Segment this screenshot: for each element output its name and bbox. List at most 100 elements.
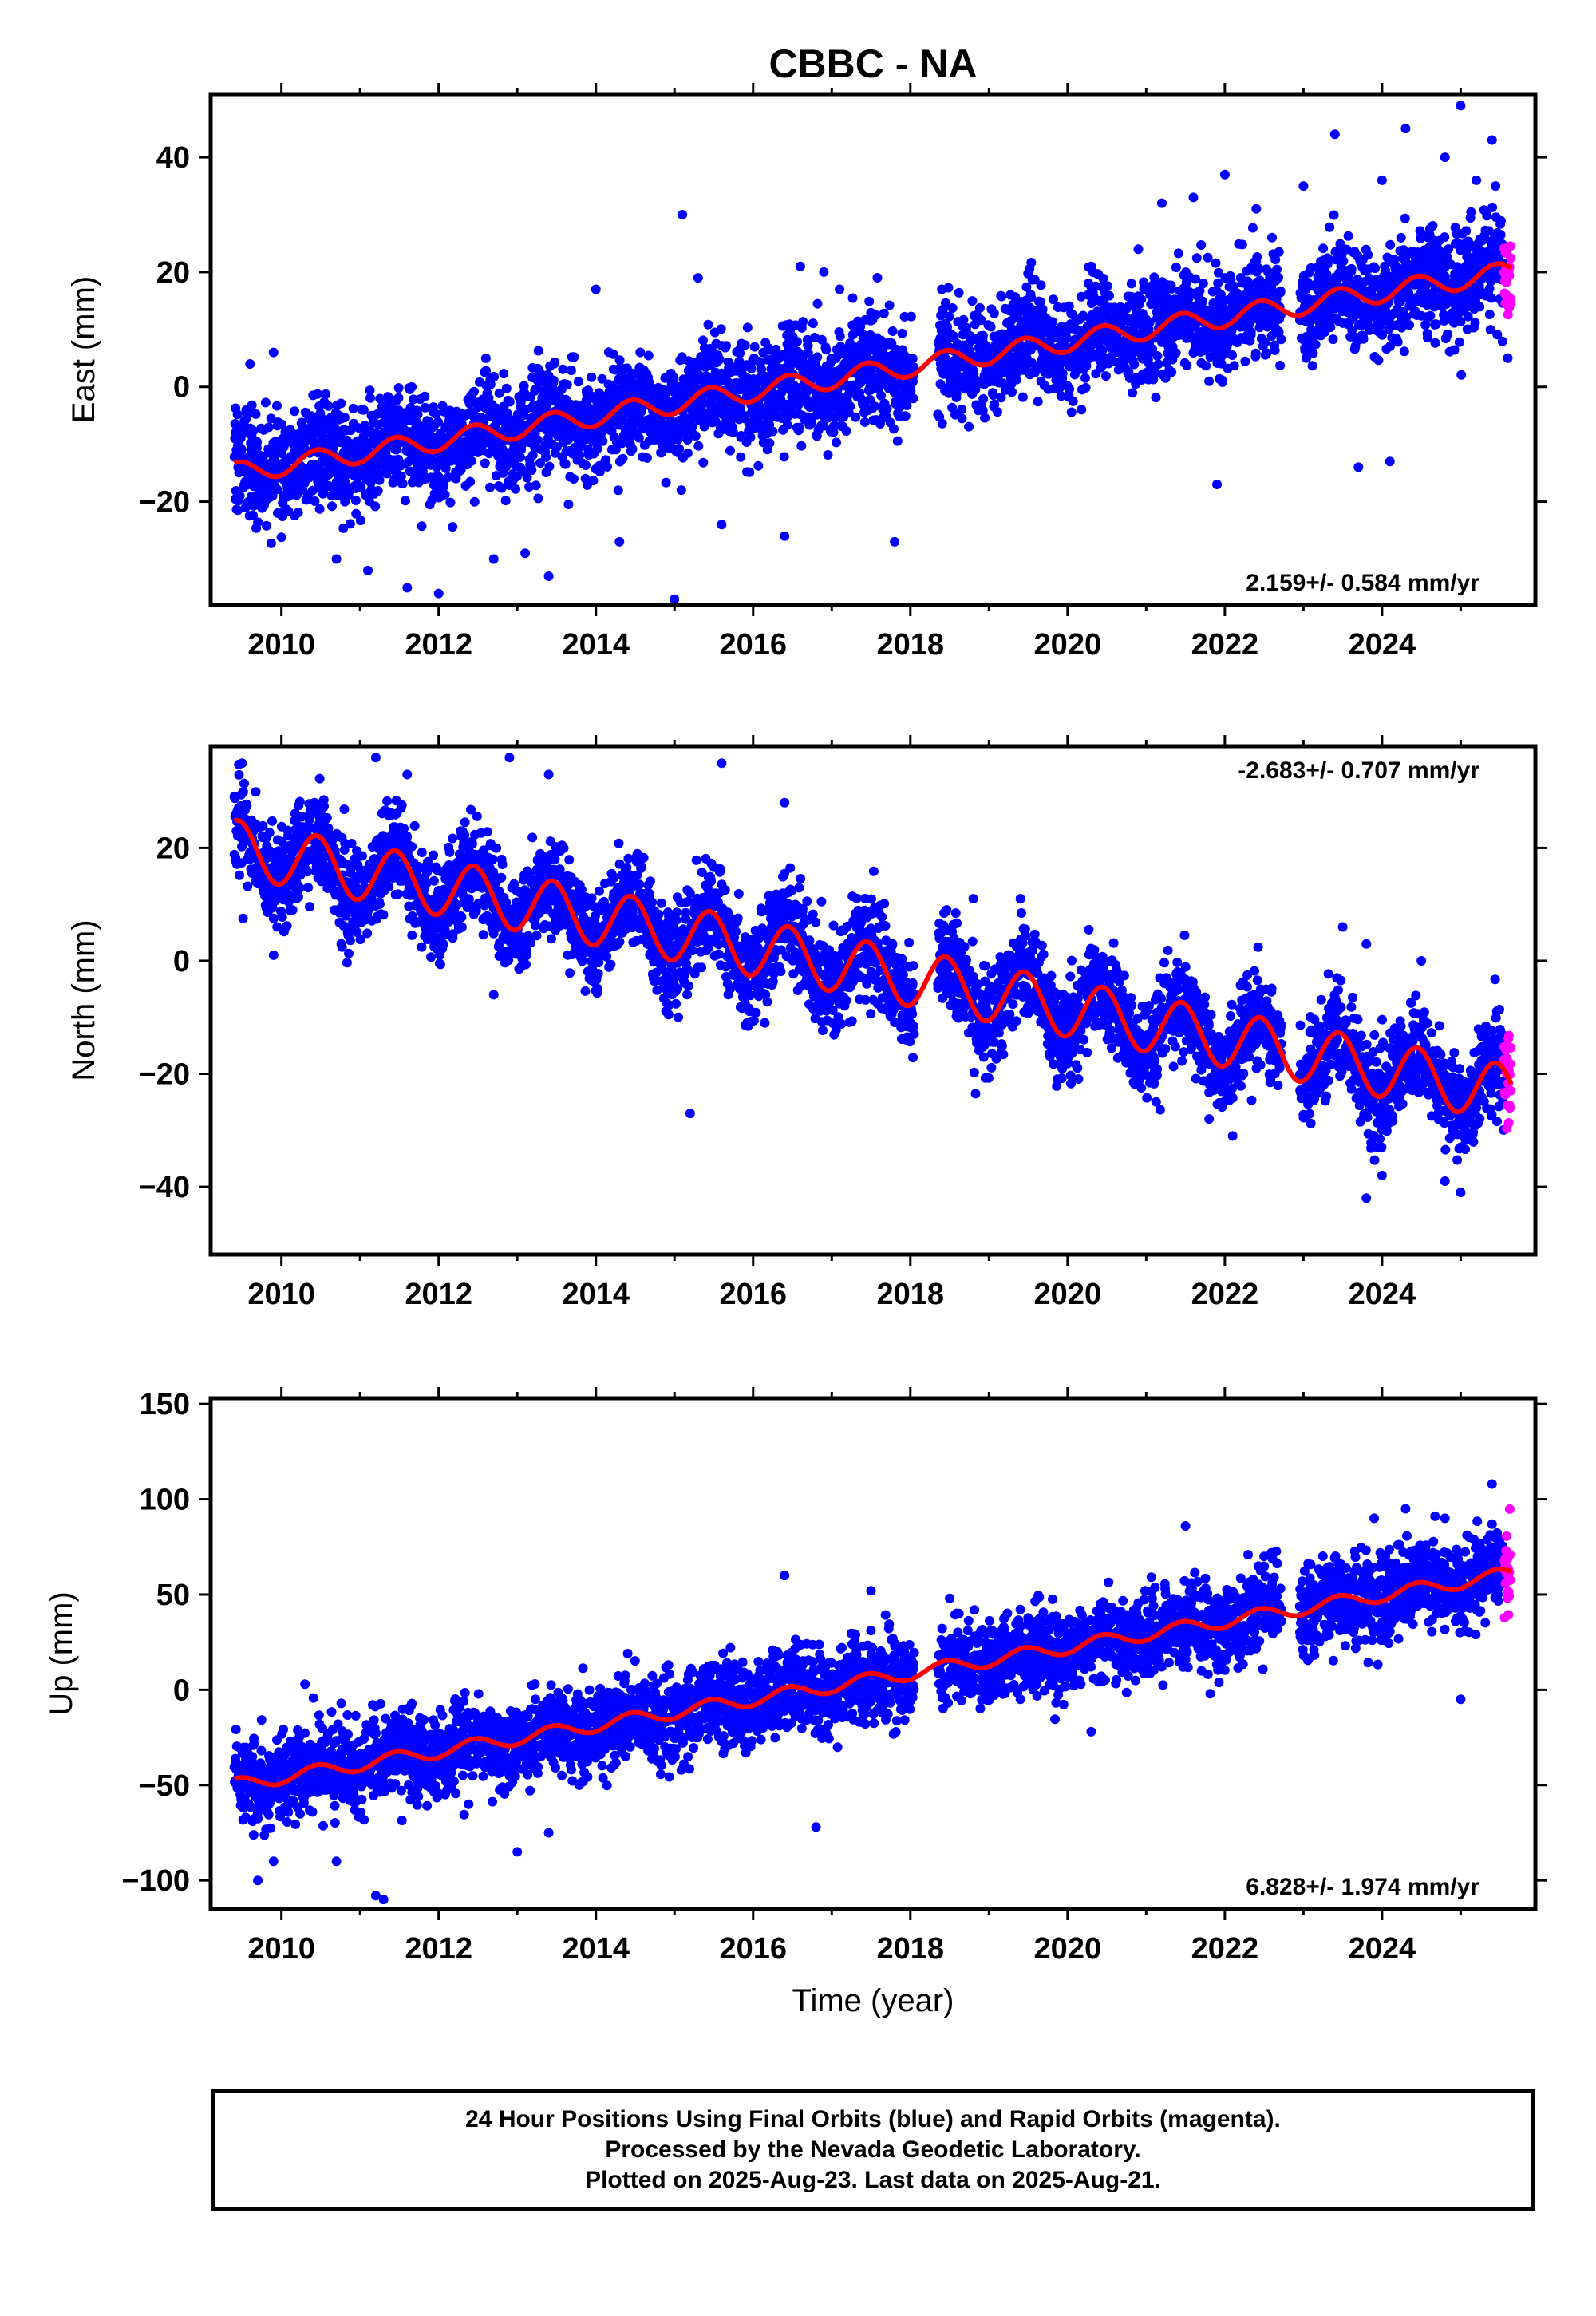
final-orbit-point bbox=[978, 393, 989, 404]
final-orbit-point bbox=[608, 349, 618, 359]
final-orbit-point bbox=[282, 921, 292, 931]
final-orbit-point bbox=[293, 891, 303, 902]
final-orbit-point bbox=[294, 796, 305, 807]
final-orbit-point bbox=[1227, 350, 1237, 360]
final-orbit-point bbox=[293, 508, 303, 518]
final-orbit-point bbox=[693, 441, 704, 451]
final-orbit-point bbox=[1275, 361, 1286, 370]
final-orbit-point bbox=[1007, 387, 1017, 397]
x-tick-label: 2016 bbox=[719, 628, 787, 662]
final-orbit-point bbox=[1443, 329, 1452, 339]
final-orbit-point bbox=[260, 397, 271, 408]
final-orbit-point bbox=[967, 296, 978, 306]
final-orbit-point bbox=[527, 465, 537, 476]
final-orbit-point bbox=[338, 523, 349, 533]
final-orbit-point bbox=[645, 378, 655, 389]
final-orbit-point bbox=[413, 409, 423, 420]
final-orbit-point bbox=[356, 482, 366, 492]
final-orbit-point bbox=[1318, 243, 1329, 254]
final-orbit-point bbox=[736, 452, 746, 462]
outlier-point bbox=[1329, 129, 1340, 140]
final-orbit-point bbox=[1422, 333, 1432, 343]
final-orbit-point bbox=[541, 452, 551, 462]
final-orbit-point bbox=[1171, 263, 1181, 273]
outlier-point bbox=[1456, 101, 1466, 111]
final-orbit-point bbox=[573, 377, 583, 387]
final-orbit-point bbox=[1217, 377, 1227, 387]
final-orbit-point bbox=[908, 393, 918, 404]
final-orbit-point bbox=[370, 501, 381, 512]
outlier-point bbox=[678, 210, 688, 219]
outlier-point bbox=[1157, 198, 1167, 208]
final-orbit-point bbox=[1080, 373, 1090, 383]
final-orbit-point bbox=[481, 366, 492, 376]
final-orbit-point bbox=[768, 426, 778, 437]
final-orbit-point bbox=[339, 804, 350, 814]
final-orbit-point bbox=[642, 453, 652, 463]
outlier-point bbox=[670, 594, 680, 604]
final-orbit-point bbox=[872, 273, 883, 283]
final-orbit-point bbox=[845, 401, 855, 412]
outlier-point bbox=[591, 284, 601, 294]
final-orbit-point bbox=[1274, 247, 1284, 257]
final-orbit-point bbox=[697, 399, 707, 409]
final-orbit-point bbox=[957, 413, 967, 424]
final-orbit-point bbox=[588, 476, 598, 486]
y-axis-label: East (mm) bbox=[66, 276, 101, 423]
final-orbit-point bbox=[233, 505, 243, 516]
final-orbit-point bbox=[566, 366, 576, 376]
final-orbit-point bbox=[635, 347, 646, 358]
outlier-point bbox=[1086, 261, 1096, 271]
final-orbit-point bbox=[1428, 221, 1438, 231]
final-orbit-point bbox=[595, 467, 605, 477]
final-orbit-point bbox=[597, 373, 607, 384]
final-orbit-point bbox=[393, 393, 404, 403]
final-orbit-point bbox=[669, 373, 679, 382]
final-orbit-point bbox=[1065, 384, 1075, 394]
north-panel: 2010 2012 2014 2016 2018 2020 2022 2024−40−2002… bbox=[66, 735, 1547, 1311]
final-orbit-point bbox=[321, 389, 331, 399]
final-orbit-point bbox=[954, 287, 964, 298]
final-orbit-point bbox=[448, 522, 458, 532]
final-orbit-point bbox=[1128, 388, 1138, 398]
final-orbit-point bbox=[1274, 272, 1283, 283]
final-orbit-point bbox=[243, 881, 253, 891]
final-orbit-point bbox=[264, 828, 275, 838]
final-orbit-point bbox=[1152, 351, 1163, 361]
final-orbit-point bbox=[1057, 369, 1068, 379]
final-orbit-point bbox=[779, 452, 789, 462]
final-orbit-point bbox=[1026, 258, 1037, 267]
final-orbit-point bbox=[297, 417, 307, 428]
final-orbit-point bbox=[1396, 232, 1406, 243]
final-orbit-point bbox=[259, 451, 268, 461]
final-orbit-point bbox=[1454, 337, 1464, 347]
final-orbit-point bbox=[330, 424, 341, 434]
outlier-point bbox=[520, 548, 531, 559]
final-orbit-point bbox=[393, 405, 404, 416]
final-orbit-point bbox=[964, 421, 974, 432]
final-orbit-point bbox=[319, 801, 329, 812]
final-orbit-point bbox=[535, 368, 545, 378]
outlier-point bbox=[1385, 456, 1395, 467]
final-orbit-point bbox=[1487, 293, 1496, 303]
final-orbit-point bbox=[466, 456, 476, 466]
final-orbit-point bbox=[527, 450, 538, 460]
final-orbit-point bbox=[374, 475, 385, 485]
x-tick-label: 2020 bbox=[1034, 628, 1102, 662]
final-orbit-point bbox=[393, 383, 404, 393]
final-orbit-point bbox=[812, 352, 823, 362]
final-orbit-point bbox=[469, 496, 480, 507]
rapid-orbit-point bbox=[1505, 241, 1515, 251]
final-orbit-point bbox=[1153, 359, 1163, 370]
final-orbit-point bbox=[1308, 348, 1318, 358]
final-orbit-point bbox=[682, 448, 693, 458]
final-orbit-point bbox=[235, 491, 245, 501]
final-orbit-point bbox=[266, 538, 276, 548]
final-orbit-point bbox=[745, 467, 755, 477]
final-orbit-point bbox=[1211, 258, 1221, 268]
final-orbit-point bbox=[251, 787, 261, 797]
final-orbit-point bbox=[242, 801, 252, 811]
final-orbit-point bbox=[1173, 248, 1183, 259]
final-orbit-point bbox=[1066, 407, 1077, 417]
final-orbit-point bbox=[764, 438, 775, 449]
